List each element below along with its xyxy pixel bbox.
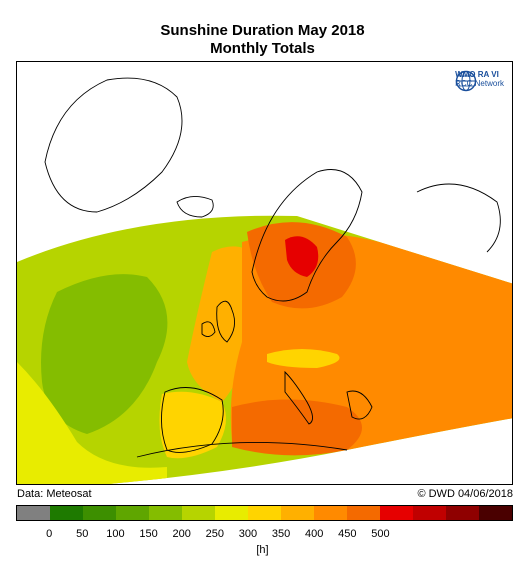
map-subtitle: Monthly Totals: [210, 40, 315, 57]
ireland-coastline: [201, 321, 216, 337]
sunshine-field-atlantic-high: [17, 362, 167, 484]
legend-swatch: [314, 506, 347, 520]
legend-swatch: [182, 506, 215, 520]
legend-unit: [h]: [256, 544, 269, 556]
legend-swatch: [83, 506, 116, 520]
legend-swatch: [479, 506, 512, 520]
scandinavia-coastline: [251, 169, 363, 302]
legend-ticks: 0 50 100 150 200 250 300 350 400 450 500: [16, 528, 513, 542]
italy-coastline: [284, 370, 313, 425]
legend-swatch: [116, 506, 149, 520]
wmo-logo-sub: RCC Network: [455, 79, 504, 88]
wmo-globe-icon: [455, 70, 477, 92]
legend-swatch: [347, 506, 380, 520]
legend-swatch: [215, 506, 248, 520]
legend-tick-label: 250: [205, 528, 224, 540]
map-title: Sunshine Duration May 2018: [160, 22, 365, 39]
legend-swatch: [149, 506, 182, 520]
greece-coastline: [346, 390, 373, 420]
legend-tick-label: 400: [305, 528, 324, 540]
data-source: Data: Meteosat: [17, 488, 92, 500]
wmo-logo: WMO RA VI RCC Network: [455, 70, 504, 92]
legend-tick-label: 500: [371, 528, 390, 540]
sunshine-field-mediterranean: [232, 399, 362, 456]
legend-swatch: [446, 506, 479, 520]
legend-swatch: [281, 506, 314, 520]
legend-tick-label: 300: [238, 528, 258, 540]
legend-tick-label: 150: [139, 528, 158, 540]
color-legend: [16, 505, 513, 521]
iceland-coastline: [176, 196, 214, 218]
legend-swatch: [17, 506, 50, 520]
greenland-coastline: [44, 77, 183, 213]
legend-tick-label: 450: [338, 528, 357, 540]
credit-date: © DWD 04/06/2018: [417, 488, 513, 500]
legend-tick-label: 50: [76, 528, 89, 540]
sunshine-field-atlantic-low: [41, 274, 168, 434]
map-canvas: [17, 77, 512, 484]
north-africa-coastline: [136, 442, 348, 458]
great-britain-coastline: [216, 300, 236, 343]
legend-tick-label: 0: [46, 528, 53, 540]
legend-swatch: [248, 506, 281, 520]
wmo-logo-name: WMO RA VI: [455, 70, 499, 79]
legend-tick-label: 350: [271, 528, 291, 540]
sunshine-field-iberia: [159, 391, 226, 459]
legend-swatch: [380, 506, 413, 520]
legend-tick-label: 100: [106, 528, 125, 540]
legend-swatch: [413, 506, 446, 520]
legend-swatch: [50, 506, 83, 520]
sunshine-map: WMO RA VI RCC Network: [16, 61, 513, 485]
russia-coastline: [416, 183, 501, 253]
sunshine-field-alps: [267, 349, 340, 368]
legend-tick-label: 200: [172, 528, 191, 540]
sunshine-field-scandinavia-max: [285, 236, 319, 277]
coastline-layer: [44, 77, 501, 458]
